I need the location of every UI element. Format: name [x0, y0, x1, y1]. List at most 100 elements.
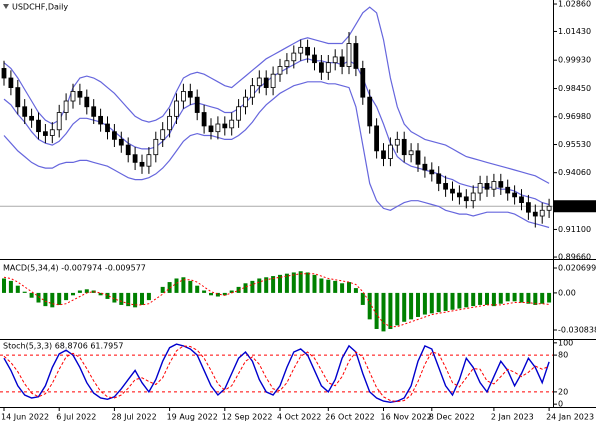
bollinger-band — [3, 58, 550, 206]
macd-bar — [146, 292, 151, 301]
x-tick-label: 16 Nov 2022 — [381, 413, 432, 422]
macd-bar — [188, 280, 193, 293]
chart-title: USDCHF,Daily — [12, 3, 68, 12]
macd-bar — [422, 292, 427, 315]
macd-bar — [388, 292, 393, 329]
macd-bar — [367, 292, 372, 320]
candle-body — [8, 77, 14, 88]
macd-bar — [326, 279, 331, 293]
candle-body — [429, 169, 435, 175]
candle-body — [367, 96, 373, 127]
candle-body — [63, 100, 69, 113]
x-tick-label: 6 Jul 2022 — [56, 413, 96, 422]
macd-bar — [505, 292, 510, 302]
macd-bar — [409, 292, 414, 320]
macd-bar — [264, 277, 269, 293]
macd-bar — [533, 292, 538, 305]
candle-body — [187, 91, 193, 98]
candle-body — [387, 144, 393, 159]
macd-bar — [360, 292, 365, 305]
macd-bar — [119, 292, 124, 305]
x-tick-label: 4 Oct 2022 — [277, 413, 321, 422]
macd-bar — [353, 288, 358, 293]
current-price-box — [554, 200, 596, 213]
macd-bar — [319, 278, 324, 293]
y-tick-label: -0.030838 — [558, 325, 596, 334]
bollinger-band — [3, 6, 550, 184]
y-tick-label: 0 — [558, 400, 563, 409]
candle-body — [112, 131, 117, 140]
candle-body — [222, 123, 228, 129]
candle-body — [284, 60, 290, 67]
y-tick-label: 0.99930 — [558, 56, 591, 65]
macd-bar — [333, 280, 338, 293]
macd-bar — [229, 290, 234, 293]
candle-body — [394, 138, 400, 146]
macd-bar — [250, 280, 255, 293]
macd-bar — [491, 292, 496, 307]
macd-bar — [347, 282, 351, 293]
macd-bar — [71, 292, 75, 296]
macd-bar — [519, 292, 524, 303]
macd-bar — [140, 292, 144, 305]
candle-body — [174, 100, 179, 117]
y-tick-label: 0.020699 — [558, 264, 596, 273]
candle-body — [477, 183, 483, 194]
macd-bar — [236, 286, 241, 293]
stoch-line — [3, 343, 550, 404]
candle-body — [49, 129, 55, 136]
candle-body — [415, 150, 421, 165]
macd-bar — [133, 292, 138, 308]
y-tick-label: 0.95530 — [558, 140, 591, 149]
x-tick-label: 28 Jul 2022 — [111, 413, 156, 422]
macd-bar — [374, 292, 379, 329]
candle-body — [422, 163, 428, 171]
candle-body — [29, 115, 35, 121]
macd-signal — [3, 273, 550, 328]
candle-body — [346, 43, 352, 67]
candle-body — [312, 54, 317, 64]
macd-bar — [126, 292, 131, 307]
macd-bar — [195, 285, 200, 293]
x-tick-label: 14 Jun 2022 — [1, 413, 49, 422]
macd-bar — [312, 274, 317, 293]
macd-bar — [160, 286, 165, 293]
macd-bar — [284, 273, 289, 293]
candle-body — [229, 119, 235, 129]
macd-bar — [291, 272, 296, 293]
candle-body — [270, 73, 276, 88]
macd-bar — [340, 283, 345, 293]
candle-body — [160, 129, 166, 140]
macd-bar — [8, 280, 13, 293]
y-tick-label: 20 — [558, 387, 568, 396]
candle-body — [484, 183, 490, 190]
macd-bar — [471, 292, 476, 307]
macd-bar — [36, 292, 41, 303]
candle-body — [70, 91, 76, 102]
candle-body — [318, 62, 324, 73]
candle-body — [277, 66, 283, 75]
macd-bar — [305, 272, 310, 293]
macd-bar — [450, 292, 455, 310]
current-price-label: 0.92310 — [557, 202, 590, 211]
bollinger-band — [3, 81, 550, 229]
candle-body — [498, 181, 504, 188]
candle-body — [339, 56, 345, 67]
candle-body — [98, 115, 103, 125]
x-tick-label: 26 Oct 2022 — [325, 413, 374, 422]
candle-body — [436, 173, 442, 184]
macd-bar — [416, 292, 420, 317]
candle-body — [470, 192, 476, 202]
candle-body — [332, 56, 338, 64]
candle-body — [132, 154, 138, 163]
macd-bar — [112, 292, 117, 303]
symbol-icon — [3, 4, 9, 9]
candle-body — [526, 202, 531, 213]
candle-body — [519, 196, 524, 204]
candle-body — [512, 192, 517, 198]
macd-bar — [29, 292, 34, 298]
macd-bar — [257, 278, 262, 293]
macd-bar — [278, 274, 282, 293]
macd-bar — [436, 292, 441, 313]
